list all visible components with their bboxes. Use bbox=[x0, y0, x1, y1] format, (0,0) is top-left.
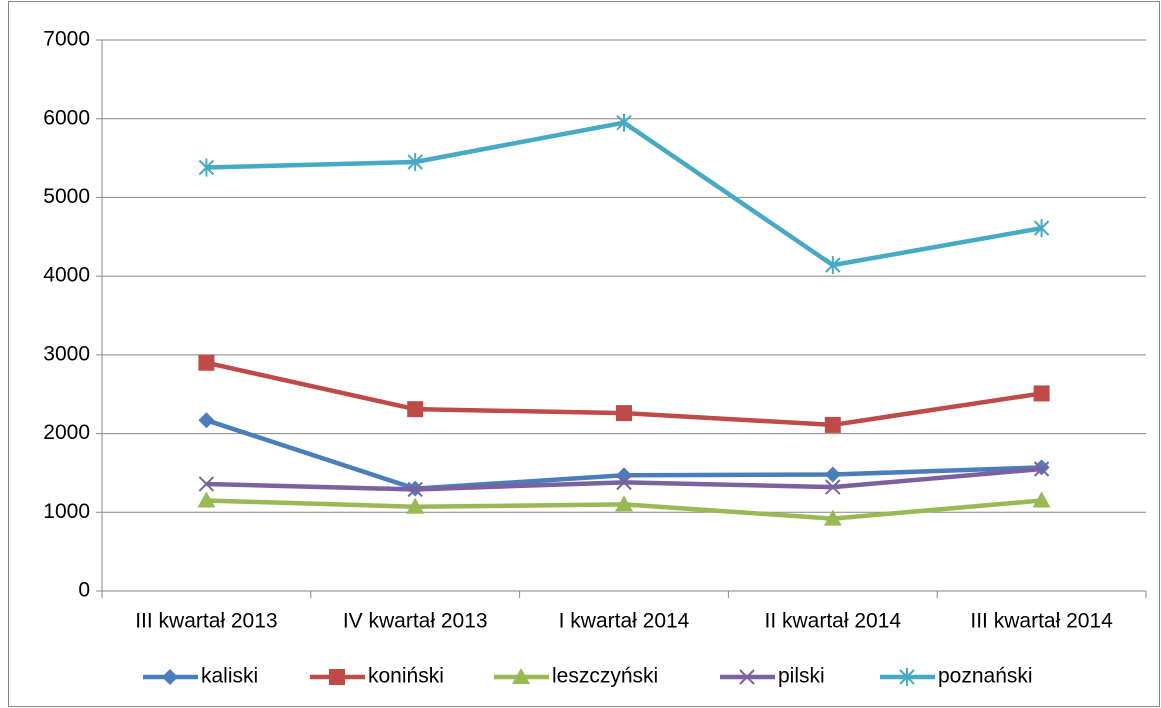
marker bbox=[616, 474, 632, 491]
marker bbox=[1033, 461, 1050, 477]
marker bbox=[615, 495, 633, 512]
y-tick-label: 0 bbox=[78, 579, 90, 602]
marker bbox=[198, 354, 215, 371]
marker bbox=[407, 481, 423, 498]
legend-label: koniński bbox=[368, 665, 444, 688]
chart-frame bbox=[8, 1, 1160, 707]
marker bbox=[823, 509, 842, 526]
marker bbox=[899, 668, 915, 686]
marker bbox=[198, 412, 215, 429]
marker bbox=[824, 416, 841, 433]
marker bbox=[825, 479, 841, 495]
y-tick-label: 5000 bbox=[43, 185, 90, 208]
marker bbox=[825, 256, 841, 275]
marker bbox=[198, 158, 215, 177]
y-tick-label: 1000 bbox=[43, 500, 90, 523]
x-tick-label: I kwartał 2014 bbox=[559, 610, 690, 633]
y-tick-label: 6000 bbox=[43, 106, 90, 129]
y-tick-label: 4000 bbox=[43, 264, 90, 287]
marker bbox=[1033, 385, 1050, 402]
marker bbox=[162, 669, 178, 685]
marker bbox=[406, 497, 425, 514]
marker bbox=[407, 401, 424, 418]
x-tick-label: III kwartał 2013 bbox=[135, 610, 277, 633]
legend-label: kaliski bbox=[201, 665, 258, 688]
marker bbox=[739, 669, 755, 685]
marker bbox=[197, 491, 216, 508]
y-tick-label: 7000 bbox=[43, 28, 90, 51]
y-tick-label: 2000 bbox=[43, 421, 90, 444]
x-tick-label: IV kwartał 2013 bbox=[343, 610, 488, 633]
marker bbox=[512, 668, 530, 684]
legend-label: leszczyński bbox=[552, 665, 658, 688]
legend-label: poznański bbox=[938, 665, 1033, 688]
marker bbox=[616, 405, 632, 422]
x-tick-label: III kwartał 2014 bbox=[970, 610, 1113, 633]
marker bbox=[407, 153, 423, 172]
y-tick-label: 3000 bbox=[43, 342, 90, 365]
marker bbox=[616, 113, 632, 132]
legend-label: pilski bbox=[778, 665, 825, 688]
marker bbox=[198, 476, 215, 492]
marker bbox=[1033, 219, 1050, 238]
marker bbox=[1032, 491, 1051, 508]
marker bbox=[824, 466, 841, 483]
x-tick-label: II kwartał 2014 bbox=[765, 610, 902, 633]
marker bbox=[329, 669, 345, 685]
